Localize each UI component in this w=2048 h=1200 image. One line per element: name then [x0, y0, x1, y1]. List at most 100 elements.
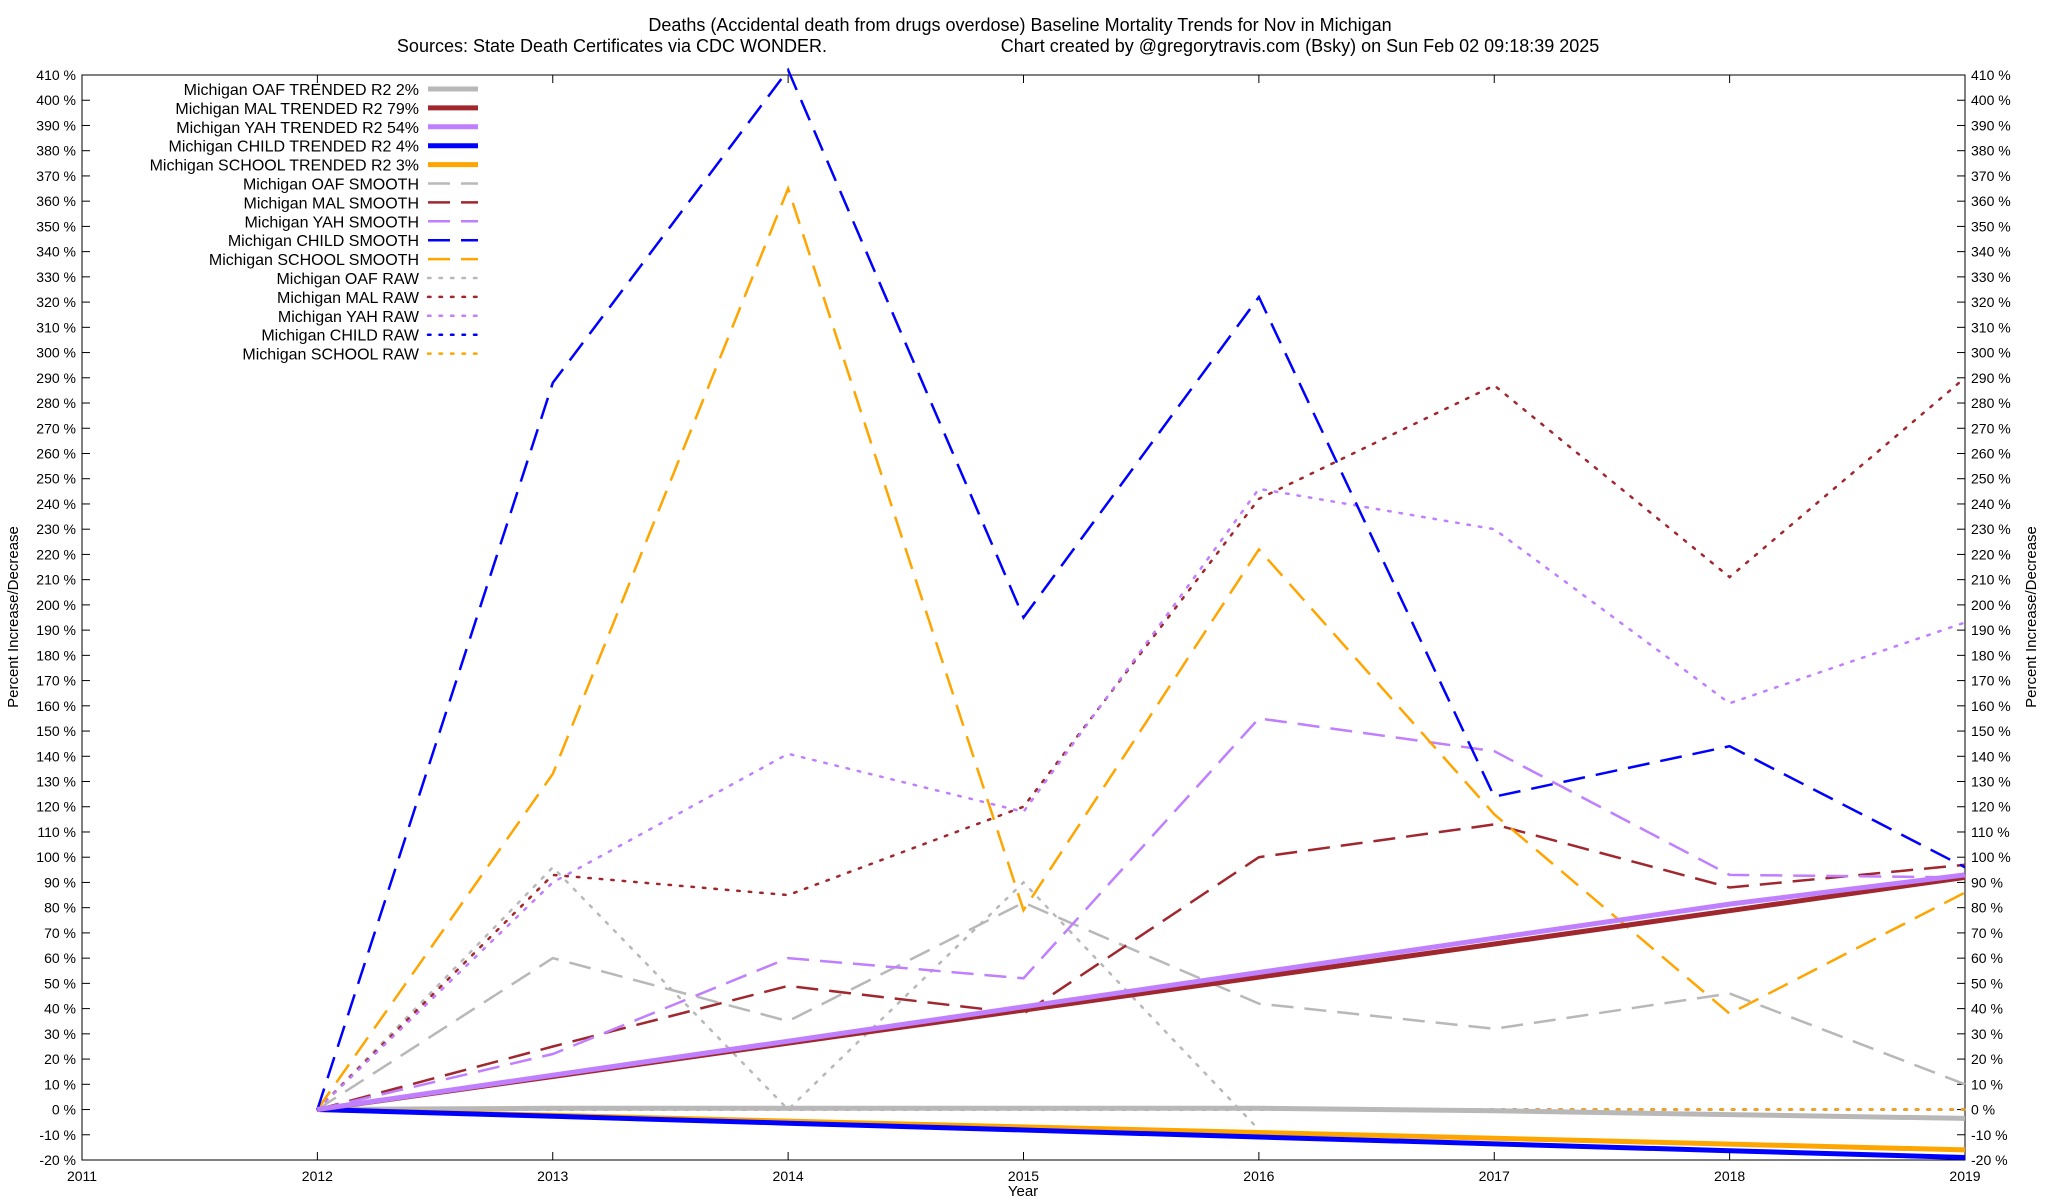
y-tick-label-left: 200 %	[36, 597, 76, 613]
legend-label: Michigan OAF SMOOTH	[243, 177, 419, 194]
x-tick-label: 2019	[1949, 1168, 1980, 1184]
legend-item: Michigan CHILD TRENDED R2 4%	[169, 139, 478, 156]
y-tick-label-left: 100 %	[36, 849, 76, 865]
y-tick-label-left: 300 %	[36, 345, 76, 361]
y-tick-label-right: 220 %	[1971, 546, 2011, 562]
y-tick-label-right: 260 %	[1971, 445, 2011, 461]
x-tick-label: 2016	[1243, 1168, 1274, 1184]
y-tick-label-left: 120 %	[36, 799, 76, 815]
y-tick-label-right: 280 %	[1971, 395, 2011, 411]
y-tick-label-right: 230 %	[1971, 521, 2011, 537]
y-tick-label-left: 80 %	[44, 900, 76, 916]
series-line	[316, 67, 1966, 1110]
chart-title: Deaths (Accidental death from drugs over…	[648, 15, 1391, 35]
y-tick-label-left: 270 %	[36, 420, 76, 436]
legend-item: Michigan CHILD RAW	[261, 328, 480, 345]
y-tick-label-left: 10 %	[44, 1076, 76, 1092]
legend-item: Michigan SCHOOL RAW	[242, 347, 480, 364]
y-tick-label-left: 160 %	[36, 698, 76, 714]
y-tick-label-left: 30 %	[44, 1026, 76, 1042]
y-tick-label-right: 130 %	[1971, 774, 2011, 790]
legend-item: Michigan OAF TRENDED R2 2%	[184, 82, 478, 99]
y-tick-label-left: 290 %	[36, 370, 76, 386]
x-tick-label: 2015	[1008, 1168, 1039, 1184]
series-line	[317, 872, 1966, 1112]
y-tick-label-right: 30 %	[1971, 1026, 2003, 1042]
y-tick-label-left: 60 %	[44, 950, 76, 966]
y-tick-label-right: 380 %	[1971, 143, 2011, 159]
y-tick-label-left: 130 %	[36, 774, 76, 790]
series-line	[316, 487, 1967, 1111]
legend-item: Michigan MAL RAW	[277, 290, 480, 307]
series-line	[317, 1105, 1966, 1121]
y-tick-label-right: 300 %	[1971, 345, 2011, 361]
y-tick-label-right: 190 %	[1971, 622, 2011, 638]
y-tick-label-left: 400 %	[36, 92, 76, 108]
y-tick-label-left: 0 %	[52, 1102, 76, 1118]
legend-label: Michigan YAH SMOOTH	[244, 214, 419, 231]
series-michigan-mal-smooth	[317, 823, 1966, 1111]
y-tick-label-right: 60 %	[1971, 950, 2003, 966]
y-tick-label-right: 50 %	[1971, 975, 2003, 991]
series-michigan-oaf-smooth	[316, 901, 1966, 1111]
y-tick-label-right: 20 %	[1971, 1051, 2003, 1067]
legend-label: Michigan SCHOOL SMOOTH	[209, 252, 419, 269]
y-tick-label-left: 240 %	[36, 496, 76, 512]
series-line	[317, 717, 1966, 1111]
y-tick-label-left: 50 %	[44, 975, 76, 991]
y-tick-label-right: 290 %	[1971, 370, 2011, 386]
series-line	[316, 376, 1967, 1111]
legend-label: Michigan OAF RAW	[276, 271, 419, 288]
legend-label: Michigan CHILD TRENDED R2 4%	[169, 139, 419, 156]
x-tick-label: 2012	[302, 1168, 333, 1184]
y-tick-label-left: 20 %	[44, 1051, 76, 1067]
y-tick-label-right: 320 %	[1971, 294, 2011, 310]
legend-item: Michigan YAH RAW	[278, 309, 480, 326]
y-tick-label-left: 380 %	[36, 143, 76, 159]
y-tick-label-left: 230 %	[36, 521, 76, 537]
legend-label: Michigan YAH TRENDED R2 54%	[176, 120, 419, 137]
legend-item: Michigan MAL TRENDED R2 79%	[175, 101, 478, 118]
y-tick-label-right: 0 %	[1971, 1102, 1995, 1118]
legend-item: Michigan SCHOOL TRENDED R2 3%	[150, 158, 478, 175]
legend-label: Michigan OAF TRENDED R2 2%	[184, 82, 419, 99]
y-tick-label-right: 170 %	[1971, 673, 2011, 689]
y-tick-label-right: 80 %	[1971, 900, 2003, 916]
legend-label: Michigan SCHOOL TRENDED R2 3%	[150, 158, 419, 175]
y-axis-right: -20 % -10 % 0 % 10 % 20 % 30 % 40 % 50 % 60 % 70 …	[1957, 67, 2011, 1168]
legend-label: Michigan YAH RAW	[278, 309, 420, 326]
y-tick-label-left: 410 %	[36, 67, 76, 83]
y-tick-label-left: 340 %	[36, 244, 76, 260]
legend-label: Michigan CHILD RAW	[261, 328, 420, 345]
y-tick-label-right: 330 %	[1971, 269, 2011, 285]
x-axis-label: Year	[1008, 1183, 1038, 1200]
y-tick-label-left: 40 %	[44, 1001, 76, 1017]
legend-label: Michigan CHILD SMOOTH	[228, 233, 419, 250]
y-tick-label-right: 160 %	[1971, 698, 2011, 714]
y-tick-label-left: 220 %	[36, 546, 76, 562]
y-tick-label-left: 320 %	[36, 294, 76, 310]
y-tick-label-right: 310 %	[1971, 319, 2011, 335]
y-tick-label-right: 390 %	[1971, 117, 2011, 133]
legend-label: Michigan MAL TRENDED R2 79%	[175, 101, 419, 118]
y-tick-label-right: 350 %	[1971, 218, 2011, 234]
y-tick-label-left: 180 %	[36, 647, 76, 663]
y-tick-label-right: 410 %	[1971, 67, 2011, 83]
y-tick-label-right: 250 %	[1971, 471, 2011, 487]
y-tick-label-right: 210 %	[1971, 572, 2011, 588]
y-tick-label-right: 360 %	[1971, 193, 2011, 209]
x-tick-label: 2018	[1714, 1168, 1745, 1184]
x-tick-label: 2011	[67, 1168, 97, 1184]
y-tick-label-right: 150 %	[1971, 723, 2011, 739]
y-tick-label-right: 120 %	[1971, 799, 2011, 815]
legend-label: Michigan SCHOOL RAW	[242, 347, 420, 364]
legend-item: Michigan OAF SMOOTH	[243, 177, 478, 194]
x-tick-label: 2014	[773, 1168, 804, 1184]
legend-item: Michigan CHILD SMOOTH	[228, 233, 478, 250]
series-line	[317, 823, 1966, 1111]
legend-item: Michigan YAH TRENDED R2 54%	[176, 120, 478, 137]
chart-subtitle-right: Chart created by @gregorytravis.com (Bsk…	[1001, 36, 1600, 56]
y-tick-label-left: -10 %	[39, 1127, 76, 1143]
y-tick-label-left: 350 %	[36, 218, 76, 234]
y-tick-label-right: 370 %	[1971, 168, 2011, 184]
